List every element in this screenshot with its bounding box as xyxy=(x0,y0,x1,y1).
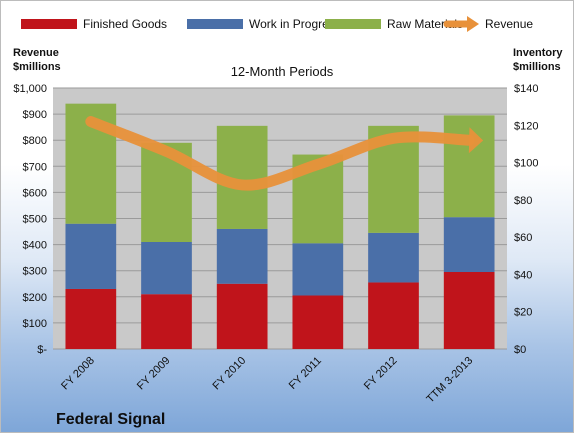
right-tick-label: $60 xyxy=(514,232,532,244)
revenue-line-group xyxy=(85,116,484,191)
left-tick-label: $900 xyxy=(23,109,47,121)
right-axis-ticks: $0 $20 $40 $60 $80 $100 $120 $140 xyxy=(514,83,538,356)
right-axis-title-line1: Inventory xyxy=(513,47,563,59)
chart-subtitle: 12-Month Periods xyxy=(231,64,334,79)
x-tick-label: FY 2009 xyxy=(135,355,173,393)
left-tick-label: $600 xyxy=(23,187,47,199)
left-tick-label: $500 xyxy=(23,214,47,226)
gridlines xyxy=(53,87,507,350)
legend: Finished Goods Work in Progress Raw Materi… xyxy=(21,16,533,32)
bar-work-in-progress xyxy=(443,217,495,273)
left-tick-label: $200 xyxy=(23,292,47,304)
legend-swatch xyxy=(21,19,77,29)
bar-finished-goods xyxy=(292,295,344,349)
legend-swatch-arrowhead xyxy=(467,16,479,32)
x-axis-ticks: FY 2008 FY 2009 FY 2010 FY 2011 FY 2012 TTM 3… xyxy=(59,355,475,406)
bar-raw-materials xyxy=(443,115,495,218)
legend-swatch xyxy=(325,19,381,29)
x-tick-label: FY 2011 xyxy=(287,355,324,392)
right-tick-label: $120 xyxy=(514,120,538,132)
right-axis-title-line2: $millions xyxy=(513,61,561,73)
revenue-line-arrowhead xyxy=(468,127,484,154)
bar-finished-goods xyxy=(216,283,268,349)
left-axis-title-line2: $millions xyxy=(13,61,61,73)
left-tick-label: $300 xyxy=(23,266,47,278)
right-tick-label: $0 xyxy=(514,344,526,356)
x-tick-label: FY 2008 xyxy=(59,355,97,393)
left-axis-title-line1: Revenue xyxy=(13,47,59,59)
legend-swatch xyxy=(187,19,243,29)
bar-work-in-progress xyxy=(216,228,268,284)
bars xyxy=(65,103,495,349)
bar-finished-goods xyxy=(141,294,192,349)
left-tick-label: $- xyxy=(37,344,47,356)
right-tick-label: $100 xyxy=(514,158,538,170)
bar-work-in-progress xyxy=(292,243,344,296)
x-tick-label: FY 2012 xyxy=(362,355,400,393)
left-axis-ticks: $- $100 $200 $300 $400 $500 $600 $700 $800 $900 $1… xyxy=(13,83,47,356)
legend-label: Revenue xyxy=(485,17,533,31)
left-tick-label: $700 xyxy=(23,161,47,173)
legend-label: Work in Progress xyxy=(249,17,341,31)
right-tick-label: $20 xyxy=(514,307,532,319)
x-tick-label: TTM 3-2013 xyxy=(424,355,475,406)
bar-work-in-progress xyxy=(368,232,419,283)
bar-work-in-progress xyxy=(65,223,117,289)
right-tick-label: $140 xyxy=(514,83,538,95)
bar-finished-goods xyxy=(443,272,495,349)
left-tick-label: $800 xyxy=(23,135,47,147)
bar-work-in-progress xyxy=(141,241,192,295)
legend-label: Raw Materials xyxy=(387,17,463,31)
legend-label: Finished Goods xyxy=(83,17,167,31)
bar-finished-goods xyxy=(368,282,419,349)
left-tick-label: $400 xyxy=(23,240,47,252)
left-tick-label: $1,000 xyxy=(13,83,47,95)
company-name: Federal Signal xyxy=(56,411,165,428)
revenue-line xyxy=(85,116,475,191)
right-tick-label: $80 xyxy=(514,195,532,207)
left-tick-label: $100 xyxy=(23,318,47,330)
right-tick-label: $40 xyxy=(514,269,532,281)
bar-finished-goods xyxy=(65,288,117,349)
x-tick-label: FY 2010 xyxy=(211,355,249,393)
